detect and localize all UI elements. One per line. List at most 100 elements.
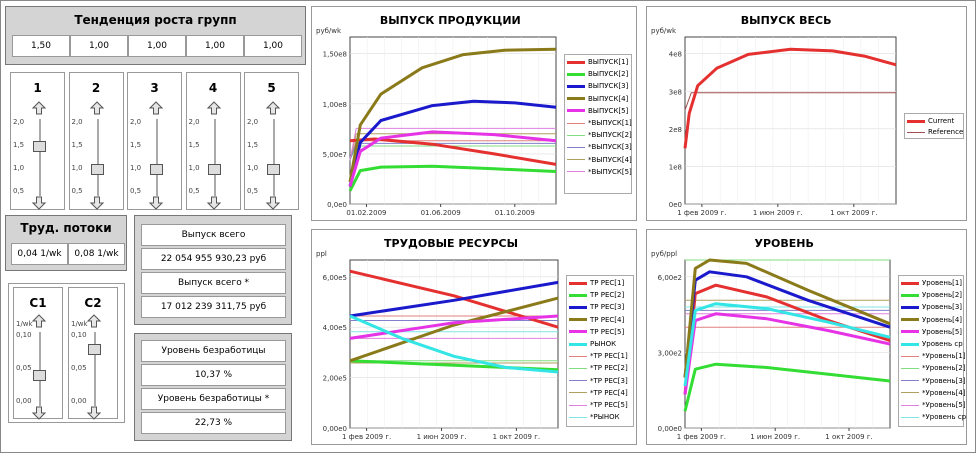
chart-title: УРОВЕНЬ <box>754 237 813 250</box>
series-line-ВЫПУСК[1] <box>349 137 557 166</box>
group-slider-down-arrow-icon[interactable] <box>148 196 163 213</box>
c-slider-down-arrow-icon[interactable] <box>86 406 102 423</box>
c-slider-up-arrow-icon[interactable] <box>86 313 102 331</box>
chart-y-unit-label: руб/wk <box>316 27 342 35</box>
c-slider-track[interactable] <box>94 331 96 406</box>
unemployment-label: Уровень безработицы <box>141 340 286 362</box>
legend-swatch <box>569 305 587 309</box>
legend-item: ТР РЕС[4] <box>569 316 624 324</box>
output-total-panel: Выпуск всего 22 054 955 930,23 руб Выпус… <box>134 215 292 325</box>
group-slider-track[interactable] <box>272 118 275 196</box>
group-slider-up-arrow-icon[interactable] <box>31 100 46 118</box>
chart-panel-vypusk-ves: ВЫПУСК ВЕСЬ руб/wk 0e0 1e8 2e8 3e8 4e8 1 фев 20… <box>646 6 967 221</box>
group-slider-up-arrow-icon[interactable] <box>89 100 105 118</box>
legend-swatch <box>901 305 919 309</box>
group-slider-track[interactable] <box>97 118 99 196</box>
legend-item: *ТР РЕС[2] <box>569 364 628 372</box>
group-slider-tick-label: 1,0 <box>130 163 142 172</box>
x-tick-label: 01.02.2009 <box>346 209 386 217</box>
legend-item: *ВЫПУСК[3] <box>567 143 632 151</box>
group-slider-up-arrow-icon[interactable] <box>148 100 163 118</box>
group-slider-4: 4 2,0 1,5 1,0 0,5 <box>185 72 241 213</box>
c-slider-unit: 1/wk <box>71 320 88 328</box>
chart-legend: ТР РЕС[1] ТР РЕС[2] ТР РЕС[3] ТР РЕС[4] ТР Р… <box>566 275 634 427</box>
legend-swatch <box>901 281 919 285</box>
y-tick-label: 0,00e0 <box>658 425 682 433</box>
group-slider-thumb[interactable] <box>208 163 221 175</box>
legend-label: ТР РЕС[5] <box>590 327 625 336</box>
group-slider-tick-label: 1,5 <box>130 140 142 149</box>
group-slider-track[interactable] <box>214 118 216 196</box>
legend-label: *Уровень ср <box>922 413 967 422</box>
group-slider-up-arrow-icon[interactable] <box>206 100 222 118</box>
legend-item: *ТР РЕС[3] <box>569 377 628 385</box>
chart-title: ТРУДОВЫЕ РЕСУРСЫ <box>384 237 518 250</box>
legend-swatch <box>567 109 585 113</box>
group-slider-down-arrow-icon[interactable] <box>89 196 105 213</box>
legend-swatch <box>901 416 919 418</box>
c-slider-tick-label: 0,00 <box>71 396 87 405</box>
group-slider-track[interactable] <box>38 118 41 196</box>
chart-legend: Уровень[1] Уровень[2] Уровень[3] Уровень[4]… <box>898 275 967 427</box>
growth-value-5[interactable]: 1,00 <box>244 35 302 57</box>
legend-item: ВЫПУСК[5] <box>567 107 628 115</box>
output-total-ref-value: 17 012 239 311,75 руб <box>141 296 286 318</box>
x-tick-label: 01.10.2009 <box>495 209 535 217</box>
c-slider-down-arrow-icon[interactable] <box>31 406 47 423</box>
group-slider-track[interactable] <box>155 118 158 196</box>
legend-label: Уровень[5] <box>922 327 963 336</box>
legend-item: ТР РЕС[1] <box>569 279 624 287</box>
group-slider-thumb[interactable] <box>149 163 163 175</box>
group-slider-thumb[interactable] <box>266 163 280 175</box>
legend-swatch <box>567 146 585 148</box>
legend-item: ВЫПУСК[4] <box>567 95 628 103</box>
c-slider-track[interactable] <box>39 331 41 406</box>
legend-swatch <box>567 122 585 124</box>
legend-item: *Уровень[2] <box>901 364 966 372</box>
group-slider-down-arrow-icon[interactable] <box>206 196 222 213</box>
chart-vypusk-ves: ВЫПУСК ВЕСЬ руб/wk 0e0 1e8 2e8 3e8 4e8 1 фев 20… <box>651 14 897 217</box>
chart-panel-vypusk-produkcii: ВЫПУСК ПРОДУКЦИИ руб/wk 0,0e0 5,00e7 1,00e8 1… <box>311 6 637 221</box>
x-tick-label: 1 фев 2009 г. <box>342 433 391 441</box>
group-slider-label: 3 <box>150 81 159 95</box>
c-slider-up-arrow-icon[interactable] <box>31 313 47 331</box>
chart-title: ВЫПУСК ВЕСЬ <box>741 14 832 27</box>
group-slider-thumb[interactable] <box>91 163 104 175</box>
c-slider-thumb[interactable] <box>33 370 46 382</box>
legend-label: ВЫПУСК[2] <box>588 70 629 79</box>
growth-value-1[interactable]: 1,50 <box>12 35 70 57</box>
chart-trudovye-resursy: ТРУДОВЫЕ РЕСУРСЫ ppl 0,00e0 2,00e5 4,00e5 6,0… <box>316 237 559 441</box>
legend-label: ВЫПУСК[3] <box>588 82 629 91</box>
legend-swatch <box>569 342 587 346</box>
legend-label: ТР РЕС[3] <box>590 303 625 312</box>
group-slider-tick-label: 0,5 <box>130 186 142 195</box>
legend-item: Уровень[5] <box>901 328 962 336</box>
legend-item: ТР РЕС[2] <box>569 291 624 299</box>
group-slider-thumb[interactable] <box>32 140 46 152</box>
growth-value-4[interactable]: 1,00 <box>186 35 244 57</box>
c-slider-unit: 1/wk <box>16 320 33 328</box>
legend-swatch <box>901 367 919 369</box>
legend-label: *Уровень[5] <box>922 401 966 409</box>
x-tick-label: 1 окт 2009 г. <box>493 433 540 441</box>
growth-value-2[interactable]: 1,00 <box>70 35 128 57</box>
series-line-ТР РЕС[4] <box>349 296 559 363</box>
group-slider-up-arrow-icon[interactable] <box>265 100 280 118</box>
series-line-ВЫПУСК[5] <box>348 130 557 187</box>
group-slider-down-arrow-icon[interactable] <box>265 196 280 213</box>
series-line-ВЫПУСК[4] <box>348 47 557 183</box>
group-slider-5: 5 2,0 1,5 1,0 0,5 <box>244 72 299 210</box>
c-slider-label: C1 <box>29 296 47 310</box>
y-tick-label: 0,00e0 <box>323 425 347 433</box>
series-line-ВЫПУСК[3] <box>348 99 557 187</box>
legend-item: *РЫНОК <box>569 413 620 421</box>
c-slider-thumb[interactable] <box>88 343 101 355</box>
y-tick-label: 3,00e2 <box>658 349 682 357</box>
group-slider-label: 4 <box>208 81 218 95</box>
growth-value-3[interactable]: 1,00 <box>128 35 186 57</box>
chart-panel-trudovye-resursy: ТРУДОВЫЕ РЕСУРСЫ ppl 0,00e0 2,00e5 4,00e5 6,0… <box>311 229 637 445</box>
legend-swatch <box>569 330 587 334</box>
legend-item: Уровень ср <box>901 340 963 348</box>
chart-y-unit-label: руб/wk <box>651 27 677 35</box>
group-slider-down-arrow-icon[interactable] <box>31 196 46 213</box>
